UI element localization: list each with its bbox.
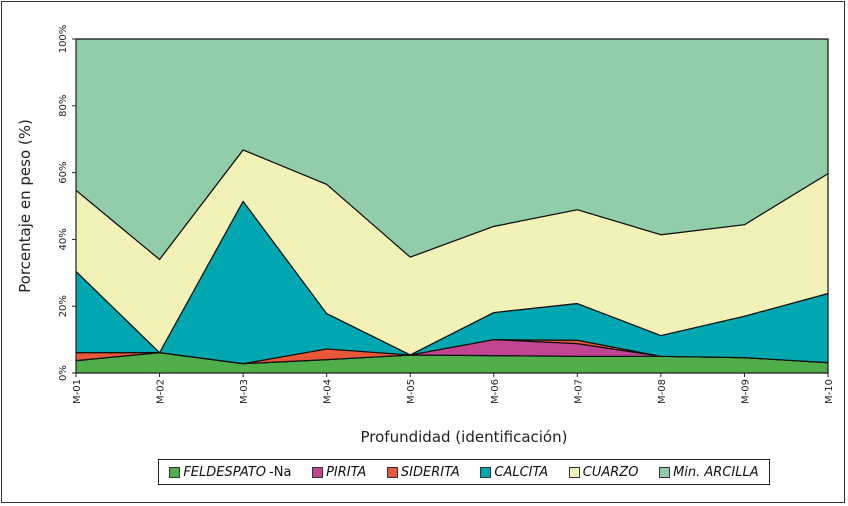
legend-item: FELDESPATO -Na	[169, 465, 291, 480]
legend-label: CALCITA	[494, 464, 549, 480]
x-axis-label: Profundidad (identificación)	[361, 428, 568, 446]
legend-swatch	[169, 466, 181, 478]
legend-label: SIDERITA	[400, 464, 460, 480]
legend-item: CALCITA	[480, 465, 548, 480]
legend-item: SIDERITA	[386, 464, 460, 480]
area-min-arcilla	[75, 38, 829, 261]
x-tick-label: M-08	[657, 379, 668, 404]
legend: FELDESPATO -Na PIRITA SIDERITA CALCITA CUARZO…	[158, 459, 770, 485]
legend-item: Min. ARCILLA	[659, 465, 759, 480]
y-tick-label: 60%	[58, 161, 69, 183]
x-tick-label: M-06	[490, 379, 501, 404]
legend-item: PIRITA	[312, 465, 366, 480]
legend-label: FELDESPATO	[183, 464, 267, 480]
legend-swatch	[386, 466, 398, 478]
y-tick-label: 80%	[58, 95, 69, 117]
legend-swatch	[480, 466, 492, 478]
y-axis-label: Porcentaje en peso (%)	[16, 119, 34, 293]
legend-label: CUARZO	[582, 464, 639, 480]
legend-swatch	[312, 466, 324, 478]
legend-swatch	[659, 466, 671, 478]
x-tick-label: M-04	[323, 379, 334, 404]
x-tick-label: M-05	[406, 379, 417, 404]
y-tick-label: 20%	[58, 295, 69, 317]
x-tick-label: M-02	[156, 379, 167, 404]
legend-swatch	[568, 466, 580, 478]
y-tick-label: 40%	[58, 228, 69, 250]
legend-label: PIRITA	[326, 464, 367, 480]
x-tick-label: M-09	[740, 379, 751, 404]
x-tick-label: M-10	[824, 379, 835, 404]
x-tick-label: M-07	[573, 379, 584, 404]
y-tick-label: 100%	[58, 25, 69, 54]
x-tick-label: M-01	[72, 379, 83, 404]
x-tick-label: M-03	[239, 379, 250, 404]
legend-item: CUARZO	[568, 464, 639, 480]
legend-label-suffix: -Na	[269, 464, 292, 480]
legend-label: Min. ARCILLA	[673, 464, 759, 480]
y-tick-label: 0%	[58, 365, 69, 381]
